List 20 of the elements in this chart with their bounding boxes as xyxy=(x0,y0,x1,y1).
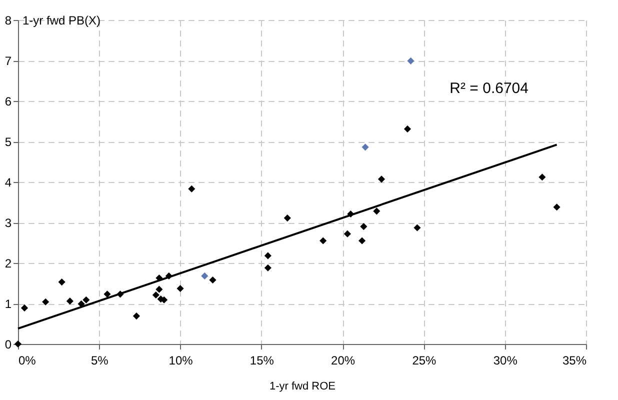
y-tick-label: 2 xyxy=(4,256,12,270)
annotation: R² = 0.6704 xyxy=(450,80,528,98)
x-tick-label: 30% xyxy=(493,354,518,368)
x-tick-label: 35% xyxy=(562,354,587,368)
x-tick-label: 15% xyxy=(250,354,274,368)
y-tick-label: 8 xyxy=(4,14,12,28)
y-tick-label: 6 xyxy=(4,94,12,108)
x-axis-title: 1-yr fwd ROE xyxy=(269,380,336,392)
y-tick-label: 5 xyxy=(4,135,12,149)
y-tick-label: 0 xyxy=(4,338,12,352)
y-axis-title: 1-yr fwd PB(X) xyxy=(22,14,101,28)
y-tick-label: 4 xyxy=(4,176,12,190)
x-tick-label: 0% xyxy=(18,354,36,368)
x-tick-label: 5% xyxy=(90,354,109,368)
y-tick-label: 7 xyxy=(4,54,12,68)
x-tick-label: 25% xyxy=(412,354,437,368)
x-tick-label: 20% xyxy=(331,354,356,368)
y-tick-label: 1 xyxy=(4,297,12,311)
x-tick-label: 10% xyxy=(168,354,194,368)
y-tick-label: 3 xyxy=(4,216,12,230)
